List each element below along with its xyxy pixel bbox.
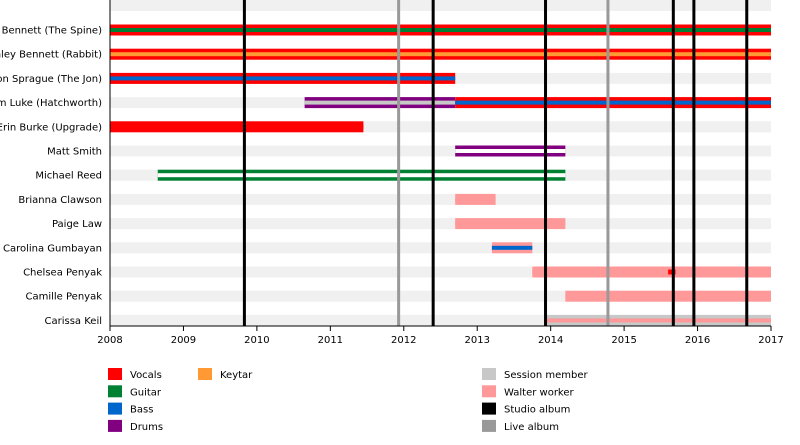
- legend-swatch: [108, 385, 122, 398]
- legend-swatch: [482, 385, 496, 398]
- bar-inner: [546, 318, 771, 323]
- legend-swatch: [108, 419, 122, 432]
- x-tick-label: 2017: [758, 335, 783, 346]
- x-tick-label: 2009: [171, 335, 196, 346]
- member-label: Camille Penyak: [25, 292, 102, 303]
- legend-swatch: [482, 368, 496, 380]
- member-label: Erin Burke (Upgrade): [0, 122, 102, 133]
- bar-inner: [455, 149, 566, 153]
- x-tick-label: 2015: [611, 335, 636, 346]
- member-label: Ashley Bennett (Rabbit): [0, 50, 102, 61]
- member-label: Michael Reed: [35, 171, 102, 182]
- legend-label: Vocals: [130, 370, 162, 381]
- legend-label: Walter worker: [504, 387, 575, 398]
- legend-swatch: [482, 402, 496, 415]
- row-band: [110, 314, 771, 326]
- row-band: [110, 193, 771, 205]
- row-band: [110, 242, 771, 254]
- bar-inner: [110, 124, 364, 129]
- x-tick-label: 2011: [318, 335, 343, 346]
- legend-swatch: [108, 402, 122, 415]
- row-band: [110, 290, 771, 302]
- row-band: [110, 145, 771, 157]
- x-tick-label: 2012: [391, 335, 416, 346]
- row-band: [110, 121, 771, 133]
- bar-inner: [110, 76, 456, 81]
- legend-label: Bass: [130, 405, 153, 416]
- member-label: Jon Sprague (The Jon): [0, 74, 102, 85]
- legend-label: Session member: [504, 370, 588, 381]
- legend-swatch: [108, 368, 122, 380]
- member-label: Carolina Gumbayan: [3, 243, 102, 254]
- legend-swatch: [198, 368, 212, 380]
- legend-label: Live album: [504, 422, 559, 433]
- row-band: [110, 218, 771, 230]
- member-label: Matt Smith: [47, 147, 102, 158]
- legend-label: Studio album: [504, 405, 570, 416]
- bar-inner: [565, 294, 771, 299]
- bar-inner: [455, 100, 771, 105]
- bar-inner: [532, 270, 771, 274]
- bar-inner: [455, 197, 496, 202]
- bar-inner: [110, 28, 771, 32]
- x-tick-label: 2008: [97, 335, 122, 346]
- bar-inner: [491, 245, 533, 250]
- member-label: Carissa Keil: [45, 316, 103, 327]
- bar-inner: [157, 173, 566, 178]
- member-label: Adam Luke (Hatchworth): [0, 98, 102, 109]
- bar-inner: [455, 221, 566, 226]
- x-tick-label: 2016: [685, 335, 710, 346]
- member-label: Paige Law: [52, 219, 102, 230]
- member-label: Brianna Clawson: [18, 195, 102, 206]
- row-band: [110, 0, 771, 11]
- legend-label: Keytar: [220, 370, 253, 381]
- member-label: Chelsea Penyak: [23, 268, 102, 279]
- row-band: [110, 266, 771, 278]
- x-tick-label: 2010: [244, 335, 269, 346]
- member-label: David Bennett (The Spine): [0, 26, 102, 37]
- bar-inner: [110, 52, 771, 57]
- legend-label: Guitar: [130, 387, 162, 398]
- legend-label: Drums: [130, 422, 163, 433]
- x-tick-label: 2013: [464, 335, 489, 346]
- x-tick-label: 2014: [538, 335, 563, 346]
- legend-swatch: [482, 419, 496, 432]
- bar-inner: [304, 100, 456, 105]
